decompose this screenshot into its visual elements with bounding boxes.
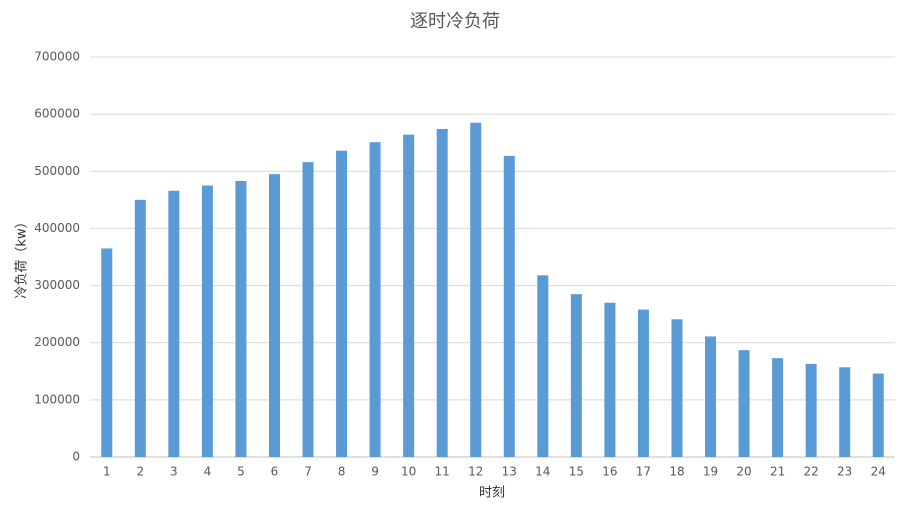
x-tick-label: 9: [371, 465, 379, 479]
bar: [201, 185, 213, 458]
bar: [436, 129, 448, 457]
x-tick-label: 24: [871, 465, 886, 479]
x-tick-label: 13: [502, 465, 517, 479]
x-tick-label: 23: [837, 465, 852, 479]
bar: [470, 122, 482, 457]
bar: [168, 190, 180, 457]
x-tick-label: 3: [170, 465, 178, 479]
x-tick-label: 12: [468, 465, 483, 479]
x-tick-label: 6: [271, 465, 279, 479]
bar: [839, 367, 851, 457]
y-tick-label: 100000: [34, 392, 80, 406]
y-tick-label: 300000: [34, 278, 80, 292]
x-tick-label: 15: [569, 465, 584, 479]
bar: [503, 155, 515, 457]
x-tick-label: 8: [338, 465, 346, 479]
bar: [134, 199, 146, 457]
bar: [336, 150, 348, 457]
bar: [268, 174, 280, 457]
x-tick-label: 4: [204, 465, 212, 479]
y-tick-label: 0: [72, 450, 80, 464]
bar: [403, 134, 415, 457]
x-tick-label: 5: [237, 465, 245, 479]
y-tick-label: 700000: [34, 50, 80, 64]
x-tick-label: 22: [804, 465, 819, 479]
bar: [369, 142, 381, 457]
bar: [537, 275, 549, 457]
x-tick-label: 14: [535, 465, 550, 479]
x-tick-label: 16: [602, 465, 617, 479]
bar: [235, 181, 247, 457]
bar: [671, 319, 683, 457]
x-tick-label: 20: [736, 465, 751, 479]
x-tick-label: 18: [669, 465, 684, 479]
y-tick-label: 500000: [34, 164, 80, 178]
x-tick-label: 1: [103, 465, 111, 479]
x-axis-title: 时刻: [479, 486, 505, 501]
y-axis-title: 冷负荷（kw）: [15, 215, 30, 298]
chart-title: 逐时冷负荷: [410, 11, 500, 32]
x-tick-label: 17: [636, 465, 651, 479]
x-tick-label: 10: [401, 465, 416, 479]
bar: [872, 373, 884, 457]
bar: [604, 302, 616, 457]
x-tick-label: 2: [136, 465, 144, 479]
y-tick-label: 400000: [34, 221, 80, 235]
y-tick-label: 600000: [34, 107, 80, 121]
x-tick-label: 19: [703, 465, 718, 479]
x-tick-label: 7: [304, 465, 312, 479]
bar: [570, 294, 582, 457]
bar: [738, 350, 750, 457]
bar: [637, 309, 649, 457]
bar: [805, 363, 817, 457]
x-tick-label: 11: [435, 465, 450, 479]
y-tick-label: 200000: [34, 335, 80, 349]
bar: [302, 162, 314, 457]
bar: [101, 248, 113, 457]
bar: [705, 336, 717, 457]
x-tick-label: 21: [770, 465, 785, 479]
bar: [772, 358, 784, 457]
